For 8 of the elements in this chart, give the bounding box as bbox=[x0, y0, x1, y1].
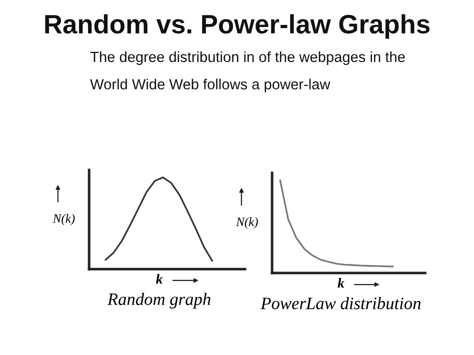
chart-subtitle: The degree distribution in of the webpages in the World Wide Web follows a power-law bbox=[90, 51, 405, 92]
x-axis-title: k bbox=[156, 274, 163, 284]
y-axis-title: N(k) bbox=[236, 217, 258, 229]
text: Random graph bbox=[107, 292, 210, 309]
y-axis-title: N(k) bbox=[52, 214, 75, 226]
chart-title: Random vs. Power-law Graphs bbox=[45, 14, 430, 39]
text: PowerLaw distribution bbox=[260, 297, 421, 310]
x-axis-title: k bbox=[338, 278, 344, 288]
